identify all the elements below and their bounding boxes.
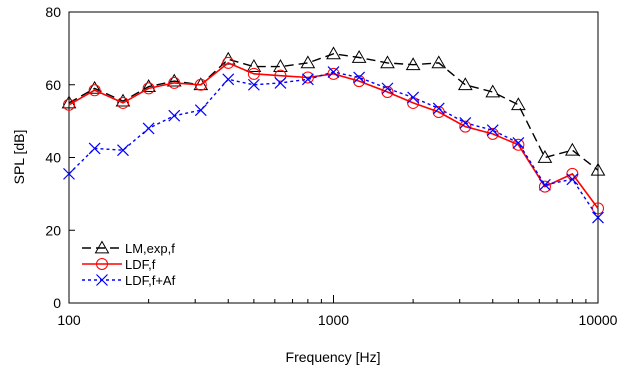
data-point bbox=[301, 73, 314, 86]
data-point bbox=[511, 97, 526, 111]
legend-label: LDF,f+Af bbox=[125, 273, 176, 288]
data-point bbox=[168, 109, 181, 122]
data-point bbox=[538, 180, 551, 193]
x-tick-label: 100 bbox=[57, 312, 81, 328]
data-point bbox=[486, 127, 499, 140]
x-axis-label: Frequency [Hz] bbox=[286, 349, 381, 365]
legend-marker bbox=[94, 240, 110, 254]
data-point bbox=[247, 78, 260, 91]
data-point bbox=[87, 80, 102, 94]
legend-label: LDF,f bbox=[125, 257, 156, 272]
data-point bbox=[592, 211, 604, 224]
data-point bbox=[459, 117, 472, 129]
y-axis: 0 20 40 60 80 bbox=[45, 4, 75, 311]
y-tick-label: 80 bbox=[45, 4, 61, 20]
data-point bbox=[566, 173, 579, 186]
data-point bbox=[512, 137, 525, 149]
data-point bbox=[142, 122, 155, 135]
data-point bbox=[407, 91, 420, 104]
data-point bbox=[273, 59, 288, 72]
series-lm-exp-f bbox=[61, 46, 606, 176]
data-point bbox=[300, 55, 316, 69]
series-ldf-f bbox=[63, 56, 604, 215]
x-tick-label: 10000 bbox=[579, 312, 618, 328]
series-layer bbox=[61, 46, 606, 224]
y-tick-label: 20 bbox=[45, 222, 61, 238]
data-point bbox=[512, 138, 525, 151]
legend-marker bbox=[96, 274, 108, 286]
data-point bbox=[380, 55, 395, 69]
data-point bbox=[537, 149, 553, 163]
data-point bbox=[194, 104, 207, 117]
data-point bbox=[459, 120, 472, 133]
data-point bbox=[194, 78, 207, 91]
data-point bbox=[457, 77, 473, 91]
data-point bbox=[166, 73, 182, 87]
y-tick-label: 60 bbox=[45, 77, 61, 93]
data-point bbox=[117, 144, 129, 157]
data-point bbox=[381, 86, 394, 99]
data-point bbox=[274, 77, 287, 89]
x-tick-label: 1000 bbox=[318, 312, 349, 328]
data-point bbox=[247, 67, 260, 80]
data-point bbox=[141, 79, 156, 92]
series-line bbox=[68, 53, 599, 171]
data-point bbox=[88, 142, 101, 155]
series-ldf-f-af bbox=[63, 66, 604, 224]
data-point bbox=[432, 102, 445, 115]
data-point bbox=[431, 55, 447, 69]
data-point bbox=[405, 57, 421, 71]
y-tick-label: 40 bbox=[45, 150, 61, 166]
y-tick-label: 0 bbox=[53, 295, 61, 311]
data-point bbox=[142, 82, 155, 95]
data-point bbox=[116, 96, 129, 109]
y-axis-label: SPL [dB] bbox=[11, 130, 27, 185]
data-point bbox=[222, 73, 235, 86]
data-point bbox=[381, 82, 394, 95]
series-line bbox=[68, 61, 599, 209]
data-point bbox=[301, 71, 314, 84]
data-point bbox=[327, 66, 340, 78]
data-point bbox=[590, 162, 606, 176]
data-point bbox=[353, 71, 366, 84]
legend-marker bbox=[96, 258, 108, 270]
data-point bbox=[168, 76, 181, 89]
data-point bbox=[63, 98, 75, 111]
data-point bbox=[63, 167, 75, 180]
data-point bbox=[88, 84, 101, 97]
x-axis: 100 1000 10000 bbox=[57, 295, 618, 328]
data-point bbox=[486, 124, 499, 137]
data-point bbox=[353, 75, 366, 88]
data-point bbox=[565, 142, 580, 156]
data-point bbox=[246, 59, 262, 72]
data-point bbox=[539, 178, 551, 191]
data-point bbox=[222, 56, 235, 69]
legend-label: LM,exp,f bbox=[125, 241, 175, 256]
data-point bbox=[274, 69, 287, 82]
data-point bbox=[351, 49, 367, 63]
data-point bbox=[326, 46, 341, 60]
data-point bbox=[485, 84, 501, 98]
